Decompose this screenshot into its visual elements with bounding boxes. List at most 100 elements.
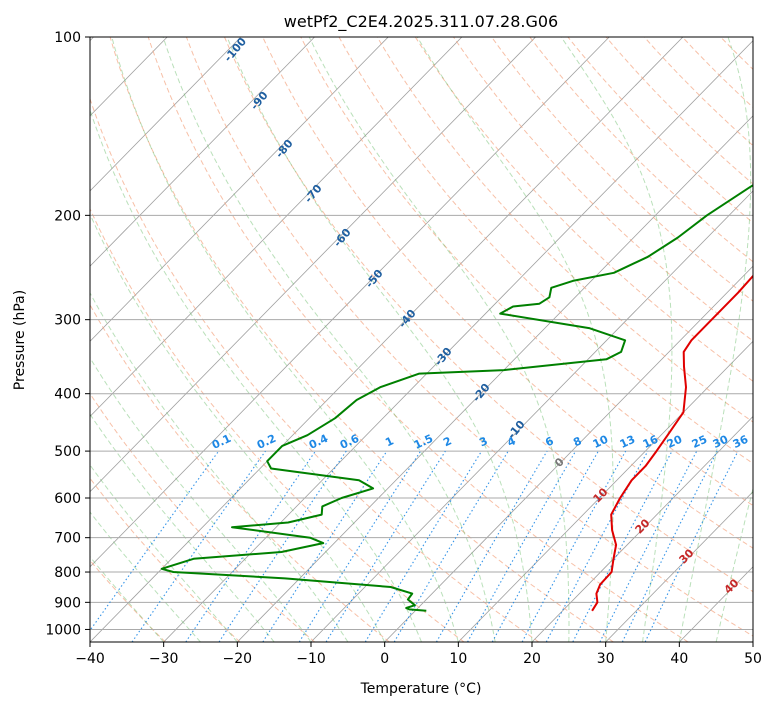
- mixing-ratio-label: 2: [441, 434, 453, 449]
- x-tick-label: −20: [223, 651, 253, 667]
- x-tick-label: −30: [149, 651, 179, 667]
- mixing-ratio-label: 20: [665, 433, 685, 451]
- mixing-ratio-line: [621, 450, 718, 642]
- mixing-ratio-label: 25: [690, 433, 709, 451]
- isotherm-line: [163, 40, 753, 642]
- y-tick-label: 700: [54, 531, 81, 547]
- moist-adiabat-label: 20: [633, 516, 653, 536]
- x-axis-label: Temperature (°C): [360, 681, 482, 697]
- dry-adiabat-line: [338, 37, 753, 465]
- isotherm-line: [310, 190, 753, 642]
- x-tick-label: 10: [449, 651, 467, 667]
- moist-adiabat-line: [90, 511, 201, 642]
- y-axis-label: Pressure (hPa): [12, 290, 28, 390]
- isotherm-line: [90, 37, 242, 192]
- mixing-ratio-label: 1.5: [412, 432, 435, 452]
- mixing-ratio-line: [218, 450, 347, 642]
- moist-adiabat-line: [308, 37, 570, 642]
- plot-frame: [89, 36, 754, 643]
- y-tick-label: 600: [54, 491, 81, 507]
- isotherm-line: [679, 566, 753, 642]
- y-tick-label: 800: [54, 565, 81, 581]
- moist-adiabat-label: 40: [722, 576, 742, 596]
- y-tick-label: 400: [54, 387, 81, 403]
- dry-adiabat-line: [90, 303, 390, 642]
- dry-adiabat-line: [109, 37, 614, 642]
- moist-adiabat-line: [416, 37, 614, 642]
- chart-title: wetPf2_C2E4.2025.311.07.28.G06: [284, 12, 558, 32]
- isotherm-line: [237, 115, 753, 642]
- isotherm-line: [752, 641, 753, 642]
- y-tick-label: 900: [54, 595, 81, 611]
- dry-adiabat-line: [90, 559, 166, 642]
- mixing-ratio-label: 1: [383, 434, 395, 449]
- dry-adiabat-line: [491, 37, 753, 302]
- dewpoint-profile-line: [160, 184, 753, 612]
- mixing-ratio-label: 36: [731, 433, 751, 451]
- mixing-ratio-line: [393, 450, 509, 642]
- mixing-ratio-line: [435, 450, 548, 642]
- mixing-ratio-line: [572, 450, 673, 642]
- moist-adiabat-line: [111, 37, 459, 642]
- y-tick-label: 300: [54, 313, 81, 329]
- isotherm-line: [531, 415, 753, 642]
- x-tick-label: 40: [670, 651, 688, 667]
- mixing-ratio-line: [325, 450, 446, 642]
- isotherm-line: [605, 491, 753, 642]
- y-tick-label: 100: [54, 30, 81, 46]
- moist-adiabat-line: [678, 37, 752, 642]
- moist-adiabat-label: 0: [552, 455, 567, 470]
- dry-adiabat-line: [682, 37, 753, 109]
- mixing-ratio-label: 10: [591, 433, 611, 451]
- x-tick-label: 50: [744, 651, 762, 667]
- moist-adiabat-line: [90, 108, 422, 642]
- x-tick-label: 20: [523, 651, 541, 667]
- isotherm-line: [384, 265, 753, 642]
- mixing-ratio-label: 13: [618, 433, 637, 451]
- moist-adiabat-line: [90, 413, 275, 642]
- dry-adiabat-line: [759, 37, 775, 642]
- isotherm-line: [90, 37, 315, 267]
- x-tick-label: −10: [296, 651, 326, 667]
- mixing-ratio-line: [364, 450, 483, 642]
- mixing-ratio-line: [185, 450, 316, 642]
- dry-adiabat-line: [90, 97, 540, 642]
- dry-adiabat-line: [376, 37, 753, 423]
- mixing-ratio-line: [131, 450, 266, 642]
- mixing-ratio-line: [262, 450, 388, 642]
- y-tick-label: 200: [54, 208, 81, 224]
- mixing-ratio-label: 30: [711, 433, 731, 451]
- moist-adiabat-line: [715, 486, 753, 642]
- dry-adiabat-line: [90, 392, 316, 642]
- mixing-ratio-line: [545, 450, 649, 642]
- moist-adiabat-line: [90, 555, 165, 642]
- isotherm-line: [90, 37, 389, 342]
- mixing-ratio-line: [298, 450, 422, 642]
- moist-adiabat-line: [560, 37, 673, 642]
- mixing-ratio-label: 6: [543, 434, 556, 449]
- mixing-ratio-label: 0.6: [338, 432, 361, 452]
- mixing-ratio-line: [491, 450, 599, 642]
- moist-adiabat-line: [90, 212, 386, 642]
- isotherm-line: [90, 37, 684, 642]
- dry-adiabat-line: [224, 37, 753, 593]
- moist-adiabat-line: [90, 464, 238, 642]
- y-tick-label: 500: [54, 444, 81, 460]
- isotherm-line: [90, 37, 610, 568]
- dry-adiabat-line: [643, 37, 753, 147]
- mixing-ratio-line: [521, 450, 627, 642]
- dry-adiabat-label: -70: [302, 182, 325, 206]
- dry-adiabat-line: [147, 37, 689, 642]
- dry-adiabat-line: [90, 477, 241, 642]
- x-tick-label: 30: [597, 651, 615, 667]
- moist-adiabat-label: 30: [677, 546, 697, 566]
- x-tick-label: −40: [75, 651, 105, 667]
- dry-adiabat-line: [185, 37, 753, 637]
- temperature-profile-line: [591, 274, 753, 612]
- moist-adiabat-line: [90, 291, 349, 642]
- mixing-ratio-line: [644, 450, 739, 642]
- isotherm-line: [458, 340, 753, 642]
- isotherm-line: [90, 37, 463, 418]
- dry-adiabat-line: [414, 37, 753, 382]
